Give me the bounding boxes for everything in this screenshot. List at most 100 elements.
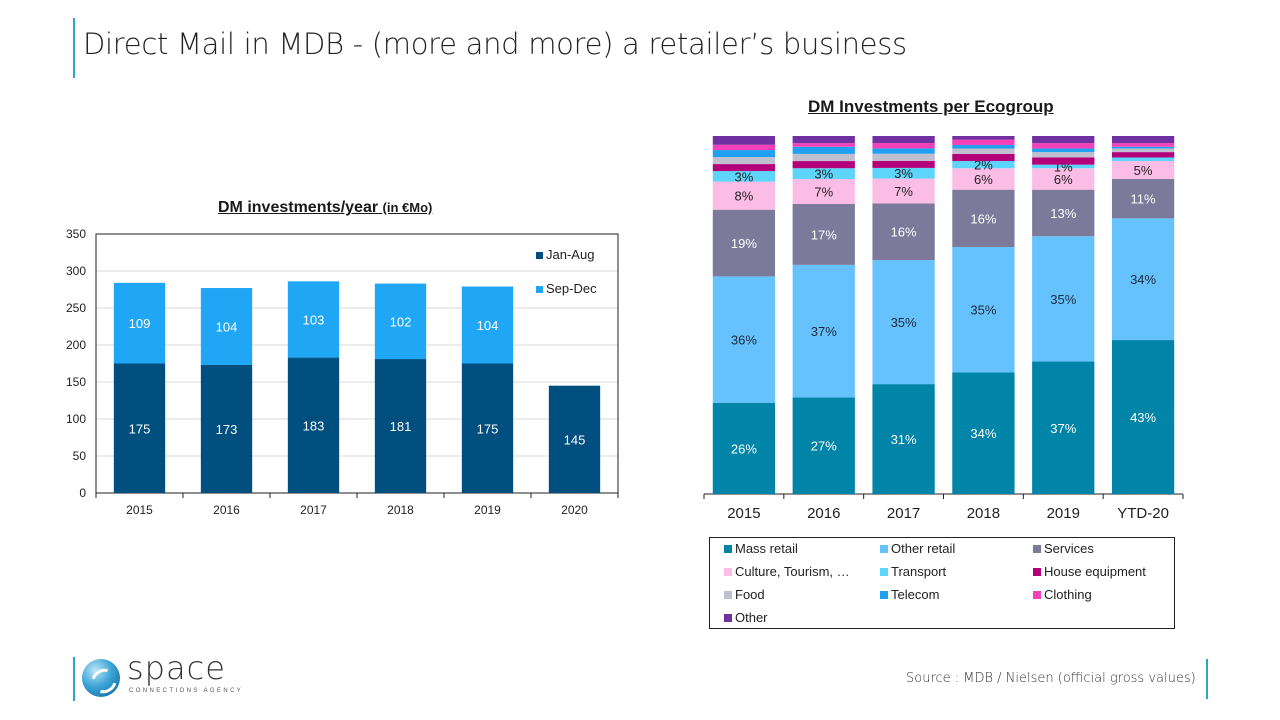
legend-swatch xyxy=(1033,590,1041,599)
bar-segment xyxy=(461,286,514,364)
logo-globe-icon xyxy=(82,659,120,697)
bar-segment xyxy=(872,143,935,149)
bar-segment xyxy=(548,385,601,493)
title-accent-bar xyxy=(73,18,75,78)
legend-swatch xyxy=(1033,544,1041,553)
bar-segment xyxy=(792,397,855,494)
bar-segment xyxy=(1032,148,1095,153)
bar-data-label: 16% xyxy=(891,225,917,240)
bar-data-label: 17% xyxy=(811,227,837,242)
bar-data-label: 27% xyxy=(811,439,837,454)
bar-data-label: 173 xyxy=(216,422,238,437)
bar-segment xyxy=(113,282,166,364)
x-tick-label: 2015 xyxy=(727,505,760,522)
bar-data-label: 103 xyxy=(303,312,325,327)
legend-item: House equipment xyxy=(1033,564,1146,579)
bar-segment xyxy=(792,168,855,179)
bar-segment xyxy=(952,144,1015,149)
bar-data-label: 102 xyxy=(390,314,412,329)
bar-segment xyxy=(1111,136,1175,144)
y-tick-label: 300 xyxy=(66,264,86,278)
bar-segment xyxy=(872,160,935,168)
legend-label: Food xyxy=(735,587,765,602)
bar-data-label: 5% xyxy=(1134,163,1153,178)
bar-segment xyxy=(1032,164,1095,169)
right-chart: 26% 36% 19% 8% 3% 2015 27% 37% 17% 7% 3% 2016 31% 35%… xyxy=(703,136,1184,522)
x-tick-label: 2016 xyxy=(807,505,840,522)
legend-swatch xyxy=(536,286,543,293)
y-tick-label: 250 xyxy=(66,301,86,315)
bar-data-label: 35% xyxy=(1050,292,1076,307)
bar-data-label: 36% xyxy=(731,333,757,348)
bar-segment xyxy=(872,136,935,144)
bar-segment xyxy=(1111,143,1175,147)
bar-segment xyxy=(1032,152,1095,158)
logo-accent-bar xyxy=(73,657,75,701)
bar-segment xyxy=(712,171,776,182)
y-tick-label: 100 xyxy=(66,412,86,426)
legend-label: Culture, Tourism, … xyxy=(735,564,850,579)
x-tick-label: 2017 xyxy=(300,503,327,517)
legend-item: Telecom xyxy=(880,587,939,602)
legend-swatch xyxy=(880,590,888,599)
bar-segment xyxy=(287,357,340,493)
legend-label: Mass retail xyxy=(735,541,798,556)
bar-segment xyxy=(792,204,855,265)
bar-data-label: 104 xyxy=(477,318,499,333)
bar-segment xyxy=(287,281,340,358)
bar-data-label: 3% xyxy=(735,169,754,184)
bar-data-label: 175 xyxy=(477,421,499,436)
bar-segment xyxy=(200,364,253,493)
source-accent-bar xyxy=(1206,659,1208,699)
bar-segment xyxy=(1111,146,1175,149)
bar-data-label: 2% xyxy=(974,158,993,173)
bar-segment xyxy=(712,209,776,277)
bar-data-label: 31% xyxy=(891,432,917,447)
bar-segment xyxy=(872,153,935,161)
y-tick-label: 50 xyxy=(73,449,87,463)
bar-data-label: 37% xyxy=(1050,421,1076,436)
logo-name: space xyxy=(127,649,226,687)
bar-data-label: 3% xyxy=(814,167,833,182)
legend-item: Mass retail xyxy=(724,541,798,556)
x-tick-label: 2020 xyxy=(561,503,588,517)
bar-segment xyxy=(1032,189,1095,237)
bar-segment xyxy=(1032,143,1095,149)
bar-segment xyxy=(952,168,1015,190)
bar-segment xyxy=(1111,218,1175,341)
bar-segment xyxy=(1111,178,1175,219)
logo-tagline: CONNECTIONS AGENCY xyxy=(129,688,244,694)
bar-segment xyxy=(792,136,855,144)
bar-data-label: 183 xyxy=(303,418,325,433)
y-tick-label: 350 xyxy=(66,227,86,241)
bar-segment xyxy=(1111,148,1175,153)
bar-data-label: 6% xyxy=(974,172,993,187)
x-tick-label: 2015 xyxy=(126,503,153,517)
bar-segment xyxy=(1032,136,1095,144)
bar-data-label: 7% xyxy=(894,184,913,199)
x-tick-label: 2019 xyxy=(474,503,501,517)
legend-swatch xyxy=(536,252,543,259)
y-tick-label: 150 xyxy=(66,375,86,389)
bar-data-label: 34% xyxy=(970,426,996,441)
bar-segment xyxy=(374,283,427,360)
bar-segment xyxy=(952,246,1015,373)
bar-segment xyxy=(952,153,1015,162)
x-tick-label: 2018 xyxy=(387,503,414,517)
legend-item: Services xyxy=(1033,541,1094,556)
bar-segment xyxy=(872,178,935,204)
legend-item: Other retail xyxy=(880,541,955,556)
legend-label: Transport xyxy=(891,564,947,579)
bar-data-label: 11% xyxy=(1131,192,1156,207)
bar-data-label: 3% xyxy=(894,166,913,181)
bar-segment xyxy=(952,136,1015,140)
bar-segment xyxy=(872,167,935,179)
bar-data-label: 35% xyxy=(891,315,917,330)
bar-data-label: 37% xyxy=(811,324,837,339)
x-tick-label: 2017 xyxy=(887,505,920,522)
x-tick-label: 2016 xyxy=(213,503,240,517)
legend-swatch xyxy=(1033,567,1041,576)
bar-segment xyxy=(1032,361,1095,494)
bar-segment xyxy=(200,288,253,365)
right-chart-title: DM Investments per Ecogroup xyxy=(808,97,1054,116)
